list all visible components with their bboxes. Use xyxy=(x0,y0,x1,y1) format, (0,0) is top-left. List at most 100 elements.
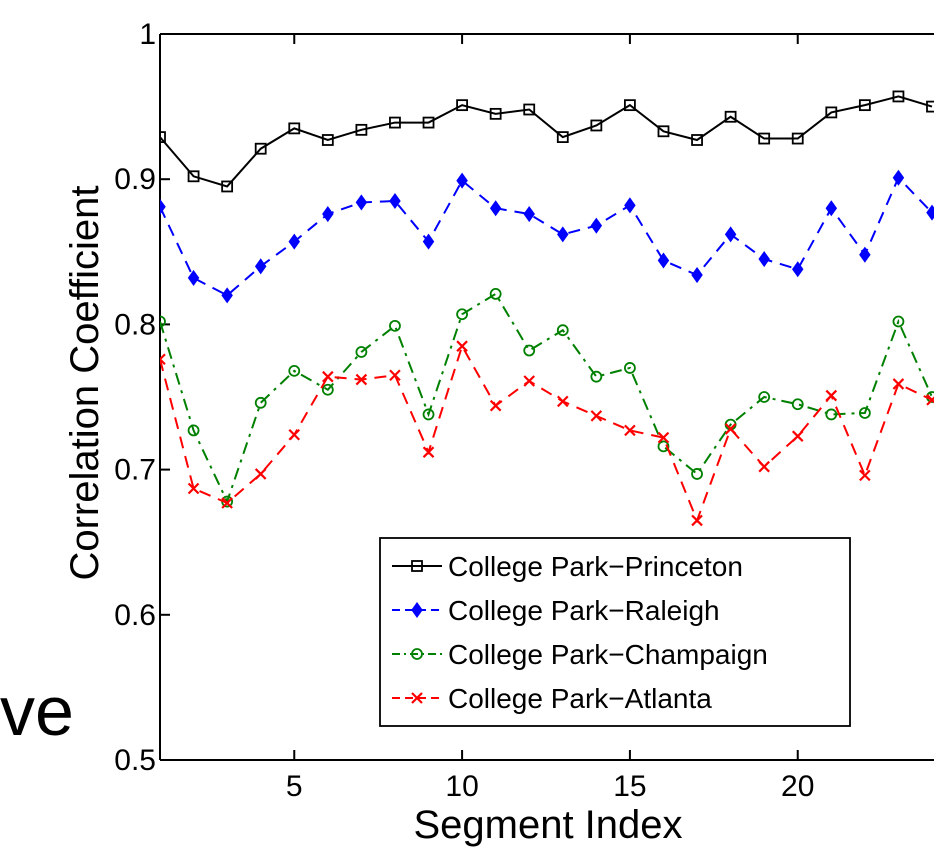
data-point xyxy=(825,106,838,119)
data-point xyxy=(825,389,838,402)
data-point xyxy=(288,233,300,250)
data-point xyxy=(254,142,267,155)
legend-marker xyxy=(411,648,423,660)
data-point xyxy=(657,125,670,138)
data-point xyxy=(691,134,703,146)
data-point xyxy=(892,90,905,103)
data-point xyxy=(456,172,468,189)
data-point xyxy=(288,428,301,441)
cropped-text-fragment: ve xyxy=(0,672,74,750)
legend-label: College Park−Princeton xyxy=(448,551,743,582)
data-point xyxy=(926,394,934,406)
y-tick-label: 1 xyxy=(139,18,156,51)
data-point xyxy=(557,226,569,243)
data-point xyxy=(221,180,234,193)
data-point xyxy=(624,197,636,214)
series-line xyxy=(160,95,933,188)
data-point xyxy=(858,407,871,419)
data-point xyxy=(389,192,401,210)
data-point xyxy=(254,258,267,275)
data-point xyxy=(590,410,603,422)
data-point xyxy=(892,169,905,186)
series-line xyxy=(160,292,933,505)
data-point xyxy=(724,110,737,123)
data-point xyxy=(724,226,737,243)
y-tick-label: 0.8 xyxy=(114,308,156,341)
data-point xyxy=(489,288,502,300)
series-line xyxy=(160,175,933,297)
data-point xyxy=(322,370,334,383)
data-point xyxy=(859,246,871,263)
x-tick-label: 10 xyxy=(445,770,478,803)
data-point xyxy=(892,315,905,328)
legend-label: College Park−Atlanta xyxy=(448,683,712,714)
data-point xyxy=(691,468,703,480)
data-point xyxy=(523,206,535,223)
y-tick-label: 0.6 xyxy=(114,599,156,632)
data-point xyxy=(590,217,603,234)
x-tick-label: 20 xyxy=(781,770,814,803)
data-point xyxy=(456,99,468,112)
data-point xyxy=(892,378,905,390)
series-3 xyxy=(160,340,934,527)
data-point xyxy=(254,468,267,480)
data-point xyxy=(389,319,401,332)
data-point xyxy=(456,308,468,321)
data-point xyxy=(758,251,770,268)
data-point xyxy=(456,340,468,352)
data-point xyxy=(825,200,838,217)
data-point xyxy=(221,497,233,509)
data-point xyxy=(859,469,871,482)
data-point xyxy=(791,398,804,411)
data-point xyxy=(221,287,233,304)
data-point xyxy=(321,383,334,396)
data-point xyxy=(858,99,871,112)
data-point xyxy=(590,370,603,383)
data-point xyxy=(422,233,435,250)
data-point xyxy=(321,134,334,146)
data-point xyxy=(556,131,569,143)
legend-entry: College Park−Atlanta xyxy=(392,683,712,714)
data-point xyxy=(489,107,502,120)
data-point xyxy=(758,460,770,473)
data-point xyxy=(624,424,636,437)
x-tick-label: 15 xyxy=(613,770,646,803)
data-point xyxy=(389,369,401,381)
data-point xyxy=(422,408,435,421)
legend-entry: College Park−Raleigh xyxy=(392,595,720,626)
data-point xyxy=(187,424,200,437)
data-point xyxy=(624,99,636,112)
data-point xyxy=(254,396,267,409)
data-point xyxy=(523,103,536,116)
data-point xyxy=(389,116,401,129)
legend-marker xyxy=(411,601,423,619)
data-point xyxy=(724,423,737,435)
data-point xyxy=(355,373,368,386)
data-point xyxy=(758,391,771,403)
x-axis-label: Segment Index xyxy=(413,803,682,847)
series-0 xyxy=(160,90,934,193)
legend-box xyxy=(379,537,851,727)
data-point xyxy=(926,100,934,113)
data-point xyxy=(187,170,200,183)
data-point xyxy=(489,200,502,217)
data-point xyxy=(691,266,703,284)
series-line xyxy=(160,343,933,524)
data-point xyxy=(322,206,334,223)
data-point xyxy=(355,194,368,211)
data-point xyxy=(557,395,569,408)
data-point xyxy=(160,131,166,143)
y-tick-label: 0.5 xyxy=(114,744,156,777)
data-point xyxy=(355,123,368,136)
data-point xyxy=(160,353,166,366)
data-point xyxy=(187,482,200,495)
y-axis-label: Correlation Coefficient xyxy=(63,185,107,580)
data-point xyxy=(926,204,934,221)
legend-marker xyxy=(411,560,423,572)
data-point xyxy=(556,324,569,337)
data-point xyxy=(792,261,804,278)
y-tick-label: 0.9 xyxy=(114,163,156,196)
data-point xyxy=(791,132,804,145)
legend-entry: College Park−Princeton xyxy=(392,551,743,582)
